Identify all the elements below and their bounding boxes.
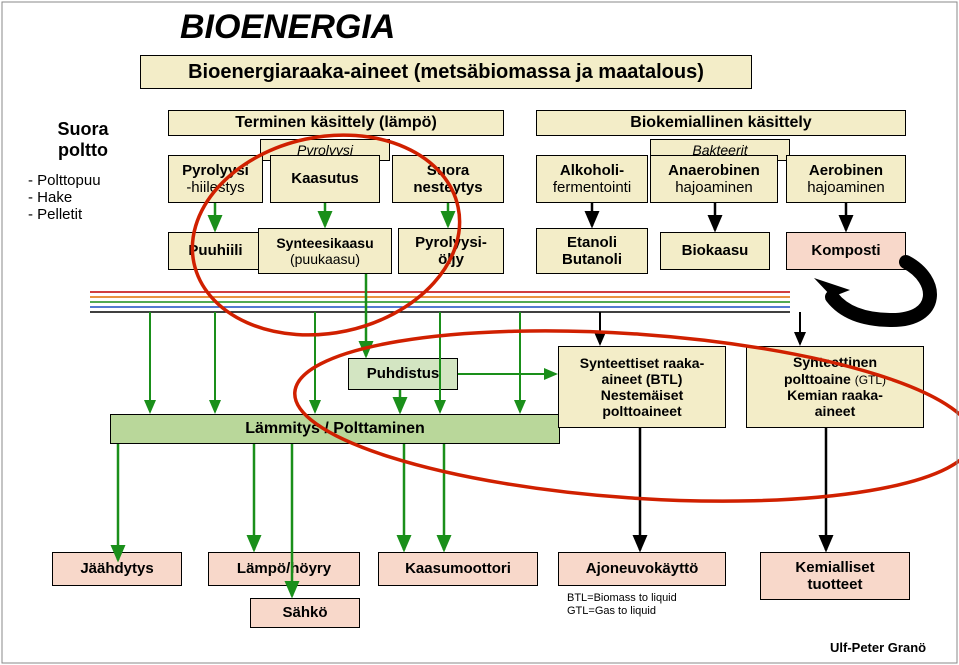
box-sahko: Sähkö — [250, 598, 360, 628]
bullet-hake: - Hake — [28, 189, 101, 206]
box-suora-poltto: Suora poltto — [28, 118, 138, 162]
header-terminen: Terminen käsittely (lämpö) — [168, 110, 504, 136]
box-kaasutus: Kaasutus — [270, 155, 380, 203]
bullet-pelletit: - Pelletit — [28, 206, 101, 223]
box-puhdistus: Puhdistus — [348, 358, 458, 390]
header-biokemiallinen: Biokemiallinen käsittely — [536, 110, 906, 136]
diagram-stage: BIOENERGIA Bioenergiaraaka-aineet (metsä… — [0, 0, 959, 665]
box-synteettiset-raaka: Synteettiset raaka- aineet (BTL) Nestemä… — [558, 346, 726, 428]
box-ajoneuvokaytto: Ajoneuvokäyttö — [558, 552, 726, 586]
box-alkoholi: Alkoholi- fermentointi — [536, 155, 648, 203]
box-suora-nesteytys: Suora nesteytys — [392, 155, 504, 203]
suora-poltto-l2: poltto — [58, 140, 108, 161]
box-puuhiili: Puuhiili — [168, 232, 263, 270]
box-synteettinen-polttoaine: Synteettinen polttoaine (GTL) Kemian raa… — [746, 346, 924, 428]
box-synteesikaasu: Synteesikaasu (puukaasu) — [258, 228, 392, 274]
box-anaerobinen: Anaerobinen hajoaminen — [650, 155, 778, 203]
box-lammitys: Lämmitys / Polttaminen — [110, 414, 560, 444]
author-credit: Ulf-Peter Granö — [830, 640, 926, 655]
page-title: BIOENERGIA — [180, 8, 395, 47]
box-pyrolyysi-hiilestys: Pyrolyysi -hiilestys — [168, 155, 263, 203]
box-pyrolyysi-oljy: Pyrolyysi- öljy — [398, 228, 504, 274]
box-jaahdytys: Jäähdytys — [52, 552, 182, 586]
box-lampo-hoyry: Lämpö/höyry — [208, 552, 360, 586]
box-aerobinen: Aerobinen hajoaminen — [786, 155, 906, 203]
subtitle-box: Bioenergiaraaka-aineet (metsäbiomassa ja… — [140, 55, 752, 89]
box-etanoli: Etanoli Butanoli — [536, 228, 648, 274]
footnote-btl-gtl: BTL=Biomass to liquid GTL=Gas to liquid — [567, 592, 677, 618]
suora-poltto-bullets: - Polttopuu - Hake - Pelletit — [28, 172, 101, 223]
box-kemialliset-tuotteet: Kemialliset tuotteet — [760, 552, 910, 600]
box-kaasumoottori: Kaasumoottori — [378, 552, 538, 586]
bullet-polttopuu: - Polttopuu — [28, 172, 101, 189]
box-biokaasu: Biokaasu — [660, 232, 770, 270]
suora-poltto-l1: Suora — [57, 119, 108, 140]
box-komposti: Komposti — [786, 232, 906, 270]
